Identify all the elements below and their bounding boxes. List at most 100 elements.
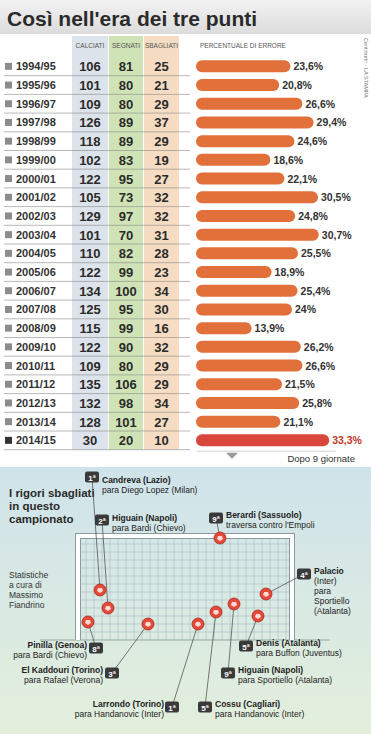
data-label: 30,7%: [322, 229, 352, 241]
table-number: 101: [79, 78, 101, 93]
data-label: 21,5%: [285, 378, 315, 390]
column-band: [144, 36, 179, 450]
table-number: 132: [79, 396, 101, 411]
net-line: [126, 536, 127, 640]
bar: [196, 266, 272, 278]
badge: [198, 702, 212, 713]
table-number: 122: [79, 340, 101, 355]
row-separator: [4, 262, 190, 263]
row-bullet: [5, 343, 12, 350]
miss-text: para Bardi (Chievo): [112, 523, 186, 533]
x-axis-line: [197, 451, 337, 452]
season-label: 2004/05: [16, 247, 56, 259]
ball-body: [252, 610, 264, 622]
miss-text: para Buffon (Juventus): [256, 648, 342, 658]
table-number: 30: [154, 302, 168, 317]
season-label: 1997/98: [16, 116, 56, 128]
ball: [102, 602, 114, 614]
table-number: 89: [119, 115, 133, 130]
ball-patch: [195, 622, 201, 627]
bar: [196, 173, 284, 185]
column-band: [72, 36, 108, 450]
badge: [209, 513, 223, 524]
goal-net: [78, 536, 292, 640]
net-line: [78, 552, 292, 553]
data-label: 25,5%: [301, 247, 331, 259]
data-label: 26,6%: [305, 360, 335, 372]
badge-label: 9ª: [224, 670, 231, 679]
net-line: [78, 568, 292, 569]
row-separator: [4, 150, 190, 151]
ball-body: [192, 618, 204, 630]
table-number: 105: [79, 190, 101, 205]
miss-text: Denis (Atalanta): [256, 638, 321, 648]
table-number: 106: [115, 377, 137, 392]
leader-line: [172, 624, 198, 707]
row-bullet: [5, 269, 12, 276]
column-header: SBAGLIATI: [145, 42, 178, 49]
season-label: 2010/11: [16, 360, 55, 372]
bar: [196, 303, 292, 315]
leader-line: [112, 624, 148, 673]
data-label: 24,8%: [298, 210, 328, 222]
table-number: 101: [79, 228, 101, 243]
bar: [196, 60, 290, 72]
miss-labels: 1ªCandreva (Lazio)para Diego Lopez (Mila…: [13, 472, 351, 720]
row-bullet: [5, 231, 12, 238]
ball: [94, 584, 106, 596]
badge-label: 5ª: [242, 643, 249, 652]
miss-text: Larrondo (Torino): [93, 699, 164, 709]
section-title: campionato: [9, 513, 74, 525]
row-separator: [4, 225, 190, 226]
net-line: [78, 576, 292, 577]
row-separator: [4, 187, 190, 188]
miss-text: Higuain (Napoli): [238, 665, 303, 675]
row-separator: [4, 113, 190, 114]
season-label: 1999/00: [16, 154, 56, 166]
ball: [82, 616, 94, 628]
table-number: 109: [79, 359, 101, 374]
data-label: 13,9%: [255, 322, 285, 334]
ball: [260, 588, 272, 600]
leaders: [88, 477, 304, 707]
season-label: 2007/08: [16, 303, 56, 315]
bar: [196, 322, 252, 334]
season-label: 2013/14: [16, 416, 57, 428]
net-line: [286, 536, 287, 640]
badge-label: 8ª: [92, 645, 99, 654]
table-number: 106: [79, 59, 101, 74]
bar: [196, 191, 318, 203]
table-number: 89: [119, 134, 133, 149]
row-separator: [4, 431, 190, 432]
row-bullet: [5, 325, 12, 332]
table-number: 30: [83, 433, 97, 448]
season-label: 1998/99: [16, 135, 56, 147]
ball-body: [142, 618, 154, 630]
miss-text: para Diego Lopez (Milan): [102, 485, 198, 495]
ball: [210, 606, 222, 618]
row-bullet: [5, 399, 12, 406]
season-label: 2005/06: [16, 266, 56, 278]
row-bullet: [5, 306, 12, 313]
table-number: 80: [119, 97, 133, 112]
bar: [196, 79, 279, 91]
data-label: 18,9%: [275, 266, 305, 278]
row-bullet: [5, 82, 12, 89]
row-bullet: [5, 119, 12, 126]
badge: [89, 643, 103, 654]
ball-body: [210, 606, 222, 618]
table-number: 34: [154, 396, 169, 411]
badge-label: 2ª: [98, 517, 105, 526]
data-label: 25,8%: [302, 397, 332, 409]
table-number: 95: [119, 302, 133, 317]
season-label: 1995/96: [16, 79, 56, 91]
column-band: [109, 36, 143, 450]
badge: [105, 668, 119, 679]
table-number: 20: [119, 433, 133, 448]
data-label: 20,8%: [282, 79, 312, 91]
ball-patch: [105, 606, 111, 611]
table-number: 81: [119, 59, 133, 74]
badge: [221, 668, 235, 679]
miss-text: para Bardi (Chievo): [13, 650, 87, 660]
ball-body: [82, 616, 94, 628]
